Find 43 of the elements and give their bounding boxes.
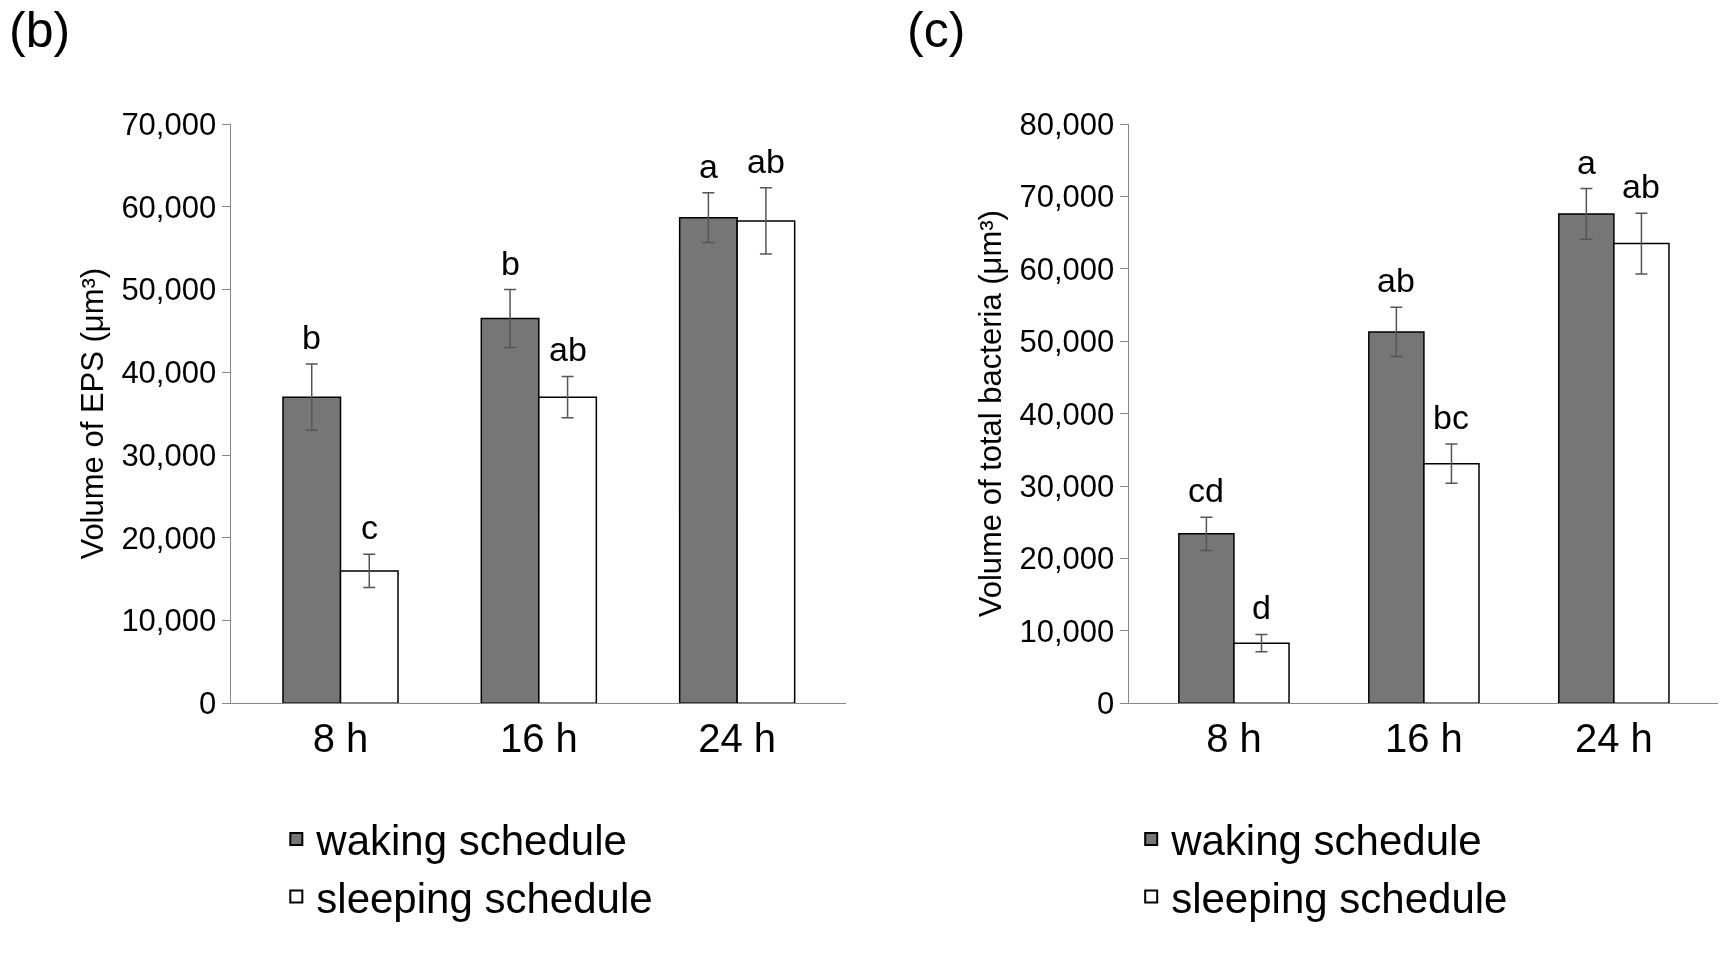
y-tick-label: 30,000 [121, 437, 217, 473]
data-label: b [501, 244, 520, 282]
x-tick-label: 8 h [1206, 716, 1262, 761]
data-label: ab [747, 142, 785, 180]
data-label: a [699, 147, 718, 185]
y-tick-label: 80,000 [1019, 107, 1115, 143]
legend-label: sleeping schedule [316, 874, 653, 922]
legend-label: waking schedule [1170, 817, 1482, 865]
y-tick-label: 40,000 [121, 355, 217, 391]
y-tick-label: 10,000 [1019, 613, 1115, 649]
x-tick-label: 8 h [312, 716, 369, 761]
y-tick-label: 70,000 [121, 107, 217, 143]
y-tick-label: 50,000 [121, 272, 217, 308]
chart-title: (b) [9, 2, 71, 58]
y-tick-label: 40,000 [1019, 396, 1115, 432]
y-tick-label: 60,000 [1019, 251, 1115, 287]
y-tick-label: 60,000 [121, 189, 217, 225]
x-tick-label: 16 h [499, 716, 578, 761]
x-tick-label: 16 h [1384, 716, 1463, 761]
y-tick-label: 0 [198, 686, 217, 722]
y-tick-label: 70,000 [1019, 179, 1115, 215]
x-tick-label: 24 h [1574, 716, 1653, 761]
data-label: c [361, 508, 378, 546]
chart-title: (c) [907, 2, 966, 58]
data-label: bc [1433, 398, 1469, 436]
y-tick-label: 20,000 [1019, 541, 1115, 577]
y-axis-title: Volume of EPS (μm³) [75, 267, 111, 560]
data-label: cd [1188, 471, 1224, 509]
y-tick-label: 20,000 [121, 520, 217, 556]
data-label: d [1252, 588, 1271, 626]
x-tick-label: 24 h [698, 716, 777, 761]
y-tick-label: 50,000 [1019, 324, 1115, 360]
data-label: b [302, 318, 321, 356]
y-tick-label: 0 [1097, 686, 1115, 722]
legend-label: waking schedule [315, 817, 627, 865]
y-tick-label: 10,000 [121, 603, 217, 639]
data-label: ab [549, 330, 587, 368]
legend-label: sleeping schedule [1171, 874, 1508, 922]
data-label: a [1577, 143, 1596, 181]
y-tick-label: 30,000 [1019, 468, 1115, 504]
data-label: ab [1377, 261, 1415, 299]
y-axis-title: Volume of total bacteria (μm³) [973, 210, 1009, 618]
data-label: ab [1622, 167, 1660, 205]
